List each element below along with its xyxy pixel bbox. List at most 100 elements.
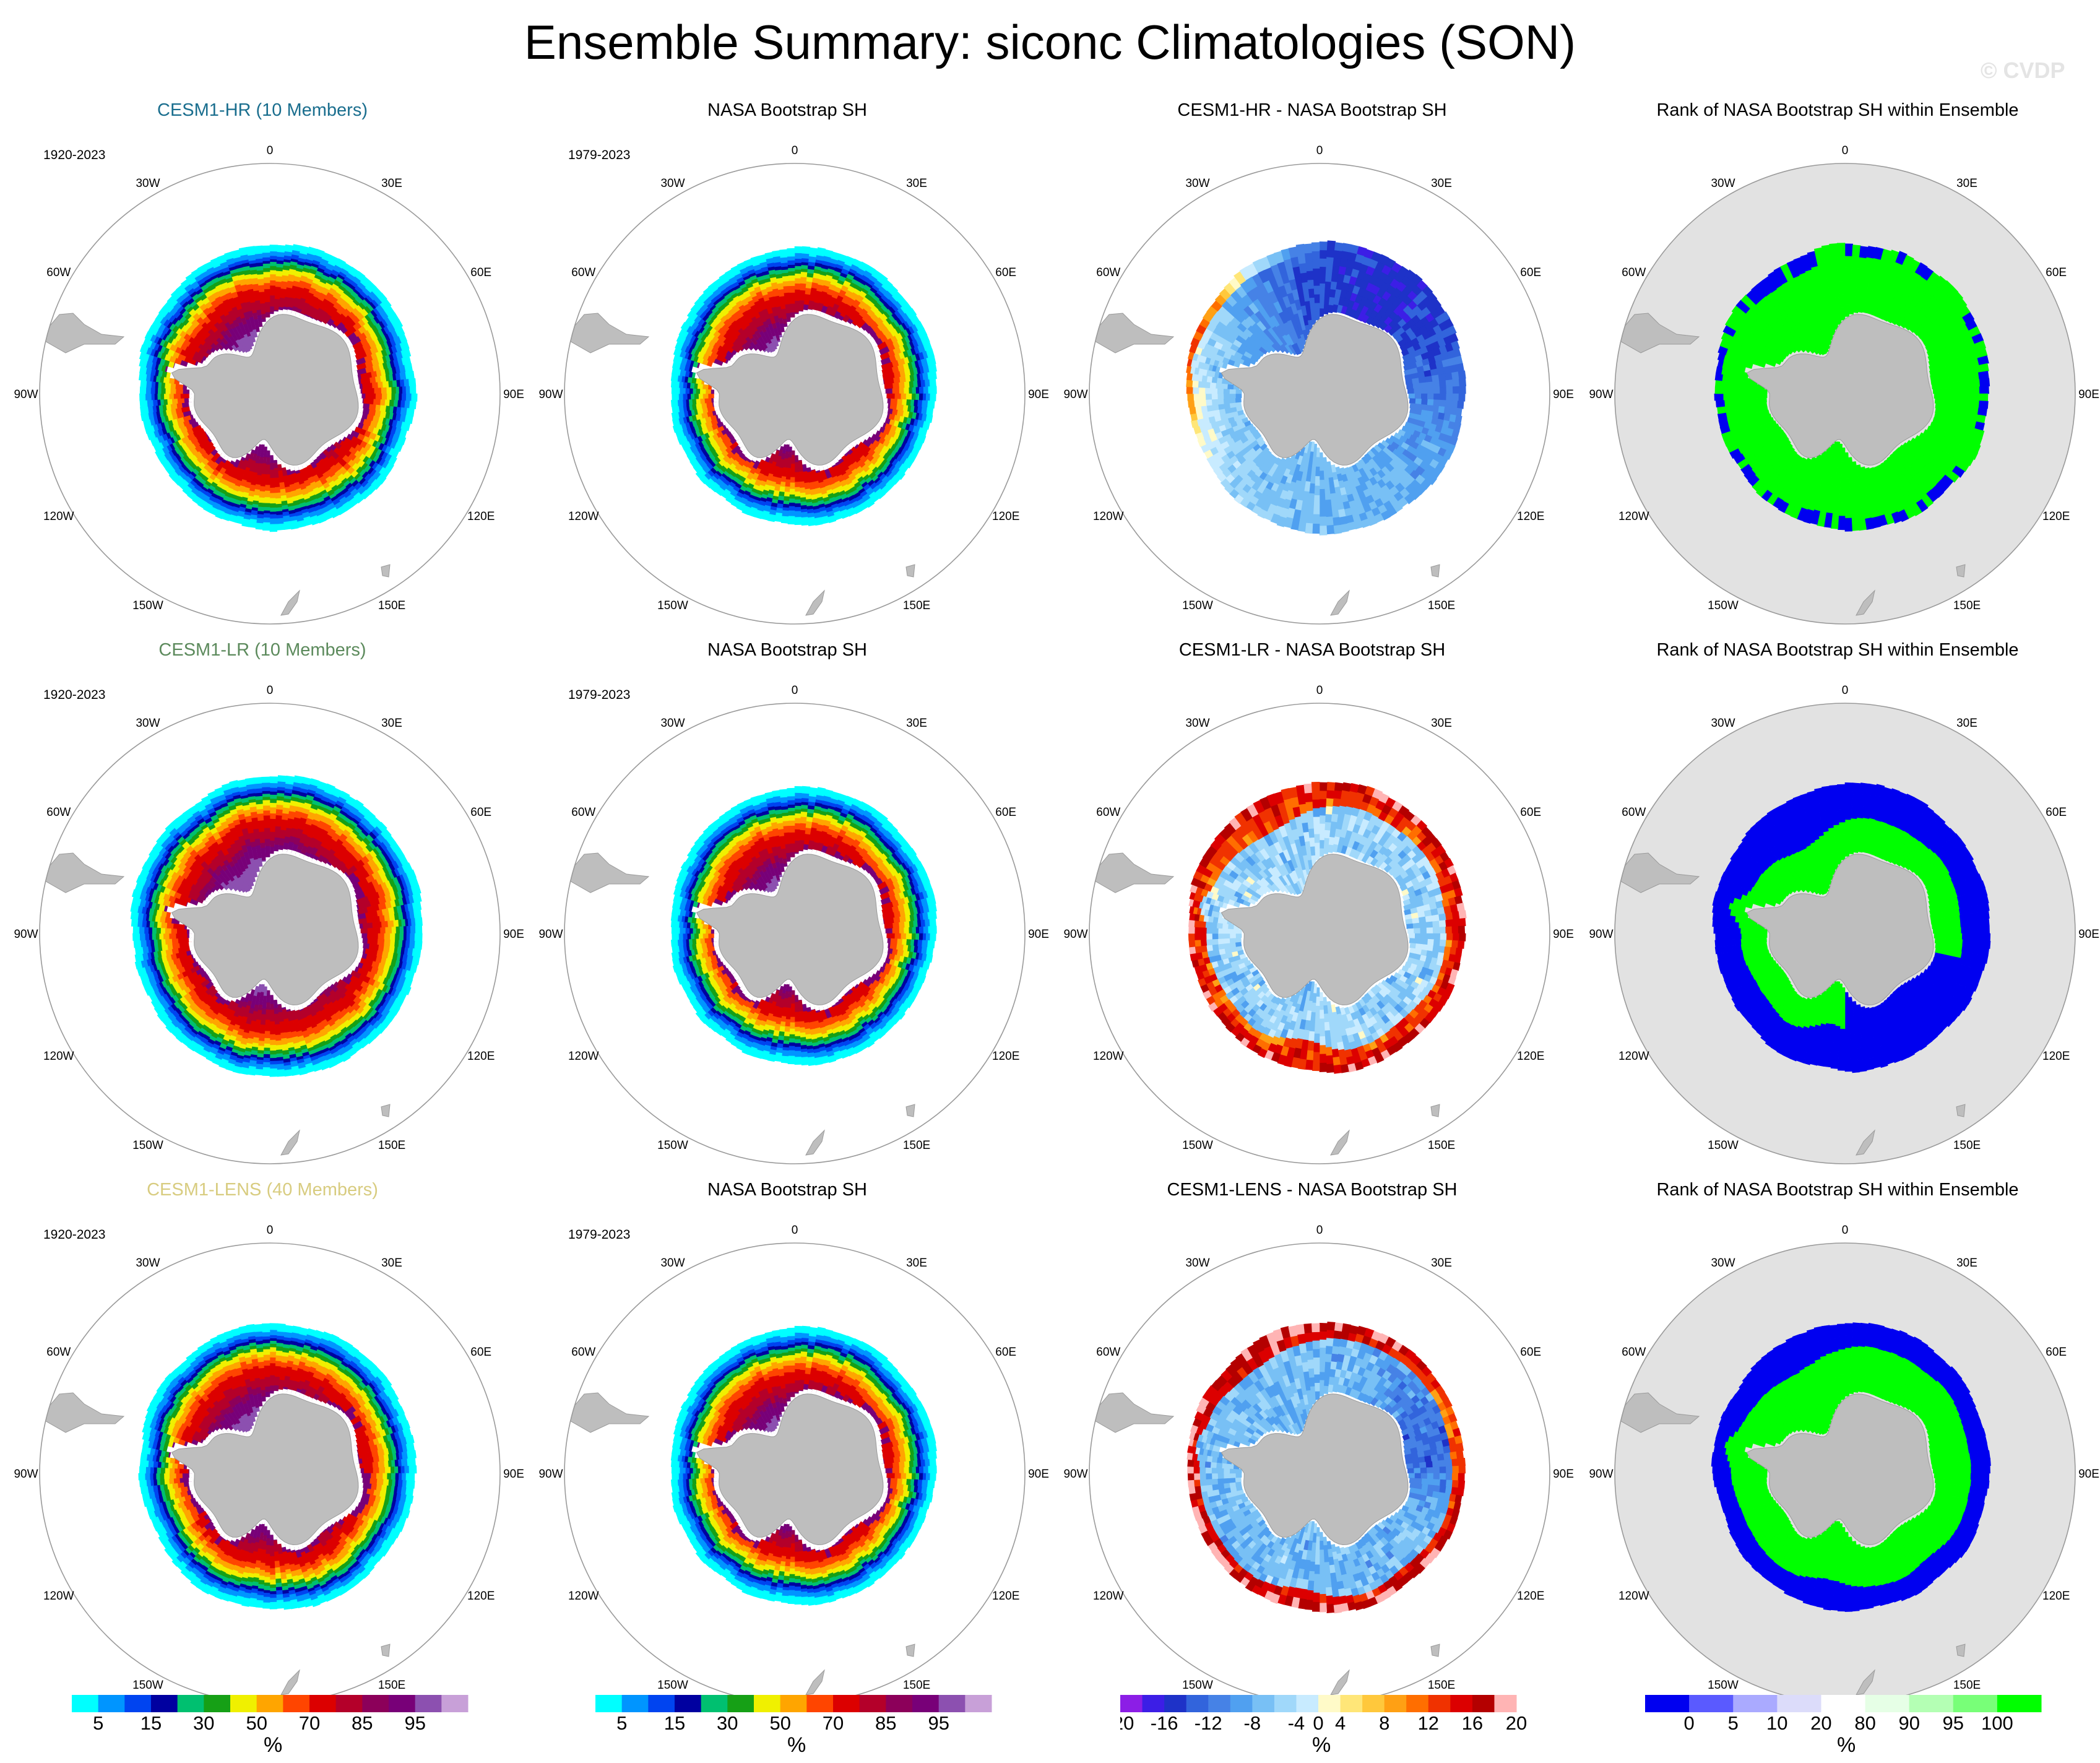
colorbar-tick-label: -20 [1120,1712,1134,1734]
field-layer [1615,782,1991,1156]
colorbar-swatch [806,1695,834,1712]
colorbar-swatch [1450,1695,1473,1712]
colorbar-tick-label: 8 [1379,1712,1389,1734]
map-panel: NASA Bootstrap SH 1979-2023 0 30E 60E 90E 120E… [525,93,1050,631]
field-layer [40,775,423,1156]
longitude-label: 30W [660,1257,685,1270]
colorbar-swatch [1689,1695,1734,1712]
map-panel: Rank of NASA Bootstrap SH within Ensembl… [1575,633,2100,1171]
longitude-label: 150W [657,1139,688,1152]
longitude-label: 30E [1431,717,1452,730]
colorbar-swatch [1296,1695,1319,1712]
longitude-label: 30E [381,1257,402,1270]
longitude-label: 150E [1953,1139,1981,1152]
longitude-label: 60E [2046,806,2067,819]
colorbar-tick-label: -8 [1244,1712,1261,1734]
colorbar-tick-label: 16 [1462,1712,1483,1734]
colorbar-swatch [1252,1695,1275,1712]
colorbar-tick-label: 20 [1810,1712,1831,1734]
period-label: 1979-2023 [568,688,631,702]
longitude-label: 30W [1711,717,1735,730]
field-layer [40,244,418,616]
colorbar-swatch [1997,1695,2042,1712]
longitude-label: 120W [1618,510,1649,523]
panel-title: NASA Bootstrap SH [707,100,867,120]
longitude-label: 120W [1618,1590,1649,1603]
polar-map: 030E60E90E120E150E180150W120W90W60W30W [14,144,524,625]
colorbar-swatch [938,1695,966,1712]
longitude-label: 60E [995,806,1016,819]
longitude-label: 120E [1517,1590,1544,1603]
colorbar-swatch [1362,1695,1385,1712]
colorbar-swatch [415,1695,442,1712]
longitude-label: 90W [1063,1468,1087,1481]
colorbar-tick-label: 85 [875,1712,896,1734]
longitude-label: 120E [992,510,1019,523]
longitude-label: 0 [267,684,274,697]
longitude-label: 30W [1185,177,1209,190]
field-layer [1615,1322,1991,1696]
colorbar-unit: % [1312,1733,1331,1757]
longitude-label: 60W [1622,806,1646,819]
longitude-label: 60W [571,266,595,279]
colorbar-tick-label: 30 [717,1712,738,1734]
longitude-label: 150E [1428,1139,1455,1152]
longitude-label: 120E [992,1590,1019,1603]
colorbar-swatch [1865,1695,1910,1712]
colorbar-swatch [675,1695,702,1712]
longitude-label: 0 [1842,1224,1849,1237]
cvdp-watermark: © CVDP [1981,58,2065,83]
polar-map: 030E60E90E120E150E180150W120W90W60W30W [1589,1224,2099,1704]
longitude-label: 30W [1711,177,1735,190]
colorbar-tick-label: 95 [404,1712,425,1734]
longitude-label: 60W [1622,1346,1646,1359]
longitude-label: 60E [995,1346,1016,1359]
longitude-label: 30E [906,1257,927,1270]
colorbar-swatch [256,1695,283,1712]
map-panel: Rank of NASA Bootstrap SH within Ensembl… [1575,93,2100,631]
longitude-label: 90W [538,928,563,941]
longitude-label: 90W [1589,928,1613,941]
panel-title: Rank of NASA Bootstrap SH within Ensembl… [1656,640,2019,660]
colorbar-swatch [1208,1695,1231,1712]
longitude-label: 60E [2046,1346,2067,1359]
longitude-label: 120E [467,510,495,523]
field-layer [1089,1321,1466,1696]
colorbar-swatch [833,1695,860,1712]
colorbar-swatch [1821,1695,1866,1712]
colorbar-swatch [309,1695,337,1712]
longitude-label: 120W [1093,510,1124,523]
colorbar-swatch [859,1695,886,1712]
longitude-label: 90E [2078,928,2099,941]
longitude-label: 150W [132,1679,163,1692]
colorbar-swatch [1494,1695,1517,1712]
longitude-label: 120W [43,1590,74,1603]
panel-title: CESM1-LR - NASA Bootstrap SH [1178,640,1446,660]
map-panel: CESM1-LENS (40 Members) 1920-2023 0 30E 60E 9… [0,1172,525,1711]
longitude-label: 120W [568,1050,599,1063]
longitude-label: 150W [1708,599,1739,612]
colorbar-tick-label: -16 [1151,1712,1178,1734]
longitude-label: 30W [136,177,160,190]
longitude-label: 30W [1711,1257,1735,1270]
panel-title: CESM1-LENS - NASA Bootstrap SH [1167,1180,1458,1200]
longitude-label: 150E [1953,1679,1981,1692]
map-panel: NASA Bootstrap SH 1979-2023 0 30E 60E 90E 120E… [525,1172,1050,1711]
longitude-label: 30W [1185,1257,1209,1270]
colorbar-unit: % [1837,1733,1856,1757]
colorbar-unit: % [264,1733,283,1757]
colorbar-swatch [389,1695,416,1712]
colorbar-unit: % [787,1733,806,1757]
longitude-label: 90W [538,388,563,401]
colorbar-tick-label: 20 [1506,1712,1527,1734]
longitude-label: 30E [906,717,927,730]
period-label: 1920-2023 [43,148,106,162]
colorbar-swatch [1909,1695,1954,1712]
longitude-label: 30E [381,717,402,730]
longitude-label: 120W [43,1050,74,1063]
longitude-label: 60W [46,806,71,819]
colorbar-tick-label: 80 [1854,1712,1875,1734]
map-panel: CESM1-LR (10 Members) 1920-2023 0 30E 60E 90E… [0,633,525,1171]
polar-map: 030E60E90E120E150E180150W120W90W60W30W [14,684,524,1164]
longitude-label: 60W [1622,266,1646,279]
